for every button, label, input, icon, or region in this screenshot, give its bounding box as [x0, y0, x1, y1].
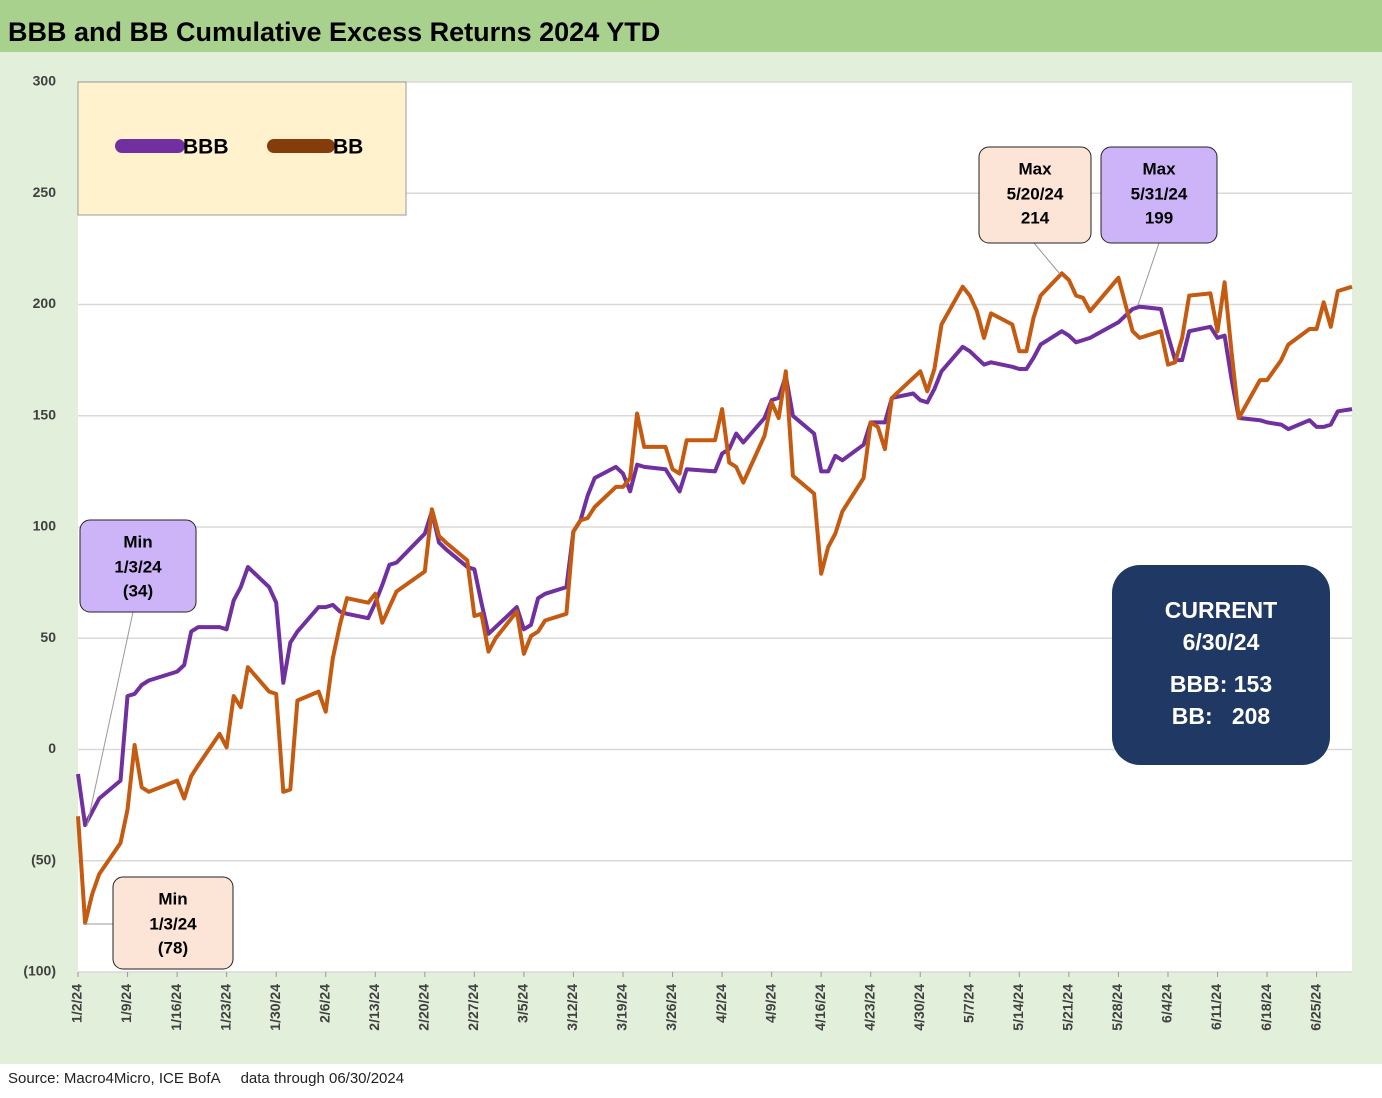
- x-tick-label: 5/7/24: [961, 984, 977, 1023]
- y-tick-label: 200: [33, 295, 57, 311]
- annotation-box: [79, 519, 197, 613]
- x-tick-label: 4/30/24: [911, 984, 927, 1031]
- x-tick-label: 1/16/24: [168, 984, 184, 1031]
- title-bar: [0, 0, 1382, 52]
- annotation-text: Max: [1018, 159, 1052, 178]
- x-tick-label: 1/23/24: [217, 984, 233, 1031]
- x-tick-label: 6/25/24: [1307, 984, 1323, 1031]
- current-text: CURRENT: [1165, 597, 1277, 623]
- annotation-box: [1100, 146, 1218, 244]
- series-line: [76, 304, 1353, 828]
- y-tick-label: 100: [33, 518, 57, 534]
- x-tick-label: 6/18/24: [1258, 984, 1274, 1031]
- annotation-box: [112, 876, 234, 970]
- x-tick-label: 3/5/24: [515, 984, 531, 1023]
- x-tick-label: 3/12/24: [564, 984, 580, 1031]
- x-tick-label: 4/2/24: [713, 984, 729, 1023]
- x-tick-label: 6/11/24: [1208, 984, 1224, 1030]
- chart-title: BBB and BB Cumulative Excess Returns 202…: [8, 17, 660, 47]
- leader-line: [1033, 242, 1061, 275]
- x-tick-label: 5/28/24: [1109, 984, 1125, 1031]
- series-line: [76, 271, 1353, 925]
- x-tick-label: 5/21/24: [1060, 984, 1076, 1031]
- current-text: BBB: 153: [1170, 671, 1272, 697]
- annotation-text: (34): [123, 581, 153, 600]
- annotation-text: 1/3/24: [149, 914, 197, 933]
- x-tick-label: 4/23/24: [861, 984, 877, 1031]
- current-text: BB: 208: [1172, 703, 1271, 729]
- legend-label: BB: [333, 136, 363, 159]
- annotation-text: 1/3/24: [114, 557, 162, 576]
- x-tick-label: 1/9/24: [118, 984, 134, 1023]
- annotation-text: Max: [1142, 159, 1176, 178]
- annotation-text: Min: [158, 889, 187, 908]
- annotation-text: 5/31/24: [1131, 184, 1188, 203]
- x-tick-label: 2/27/24: [465, 984, 481, 1031]
- x-tick-label: 1/30/24: [267, 984, 283, 1031]
- annotation-text: Min: [123, 532, 152, 551]
- y-tick-label: 150: [33, 406, 57, 422]
- annotation-text: 199: [1145, 208, 1173, 227]
- x-tick-label: 4/9/24: [762, 984, 778, 1023]
- annotation-text: (78): [158, 938, 188, 957]
- source-note: Source: Macro4Micro, ICE BofA data throu…: [8, 1070, 404, 1087]
- x-tick-label: 5/14/24: [1010, 984, 1026, 1031]
- x-tick-label: 6/4/24: [1159, 984, 1175, 1023]
- x-tick-label: 1/2/24: [69, 984, 85, 1023]
- x-tick-label: 3/19/24: [614, 984, 630, 1031]
- legend-label: BBB: [183, 136, 229, 159]
- y-tick-label: 250: [33, 184, 57, 200]
- y-tick-label: (100): [23, 963, 56, 979]
- x-tick-label: 2/13/24: [366, 984, 382, 1031]
- leader-line: [86, 611, 134, 827]
- x-tick-label: 2/20/24: [416, 984, 432, 1031]
- leader-line: [1137, 242, 1160, 306]
- y-tick-label: 0: [48, 740, 56, 756]
- annotation-text: 214: [1021, 208, 1050, 227]
- current-text: 6/30/24: [1183, 629, 1260, 655]
- x-tick-label: 3/26/24: [663, 984, 679, 1031]
- annotation-box: [978, 146, 1092, 244]
- current-box: [1112, 565, 1330, 765]
- annotation-text: 5/20/24: [1007, 184, 1064, 203]
- x-tick-label: 2/6/24: [316, 984, 332, 1023]
- y-tick-label: 300: [33, 73, 57, 89]
- x-tick-label: 4/16/24: [812, 984, 828, 1031]
- y-tick-label: (50): [31, 851, 56, 867]
- y-tick-label: 50: [40, 629, 56, 645]
